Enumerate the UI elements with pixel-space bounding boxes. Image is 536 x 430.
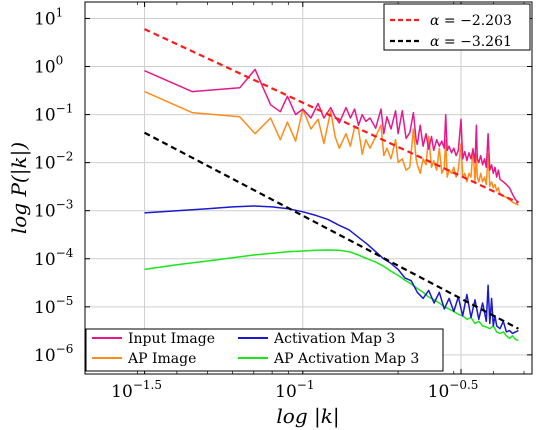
- series-line: [143, 131, 519, 330]
- y-tick-label: 10−5: [34, 294, 73, 318]
- legend-fit-lines: α = −2.203 α = −3.261: [383, 3, 531, 51]
- x-tick-label: 10−1: [275, 378, 314, 402]
- legend-label: Activation Map 3: [273, 331, 395, 347]
- y-tick-label: 10−2: [34, 150, 73, 174]
- legend-label: AP Image: [127, 351, 196, 367]
- x-tick-label: 10−0.5: [428, 378, 479, 402]
- series-line: [144, 205, 519, 335]
- x-axis-label: log |k|: [276, 404, 339, 429]
- series-line: [144, 249, 519, 342]
- legend-box: [383, 3, 531, 51]
- legend-label: α = −3.261: [430, 34, 512, 50]
- x-tick-label: 10−1.5: [111, 378, 162, 402]
- series-line: [144, 28, 519, 204]
- y-tick-label: 10−4: [34, 246, 74, 270]
- y-tick-label: 10−1: [34, 102, 73, 126]
- axis-ticks: 10−1.5 10−1 10−0.5 10−6 10−5 10−4 10−3 10−2 10−1…: [34, 2, 532, 402]
- legend-label: Input Image: [128, 331, 215, 347]
- series-line: [144, 68, 519, 203]
- y-tick-label: 100: [34, 54, 63, 78]
- series-lines: [143, 28, 519, 342]
- legend-label: AP Activation Map 3: [273, 351, 419, 367]
- y-tick-label: 10−6: [34, 342, 73, 366]
- series-line: [144, 90, 519, 206]
- y-axis-label: log P(|k|): [7, 142, 32, 234]
- y-tick-label: 10−3: [34, 198, 73, 222]
- legend-box: [85, 328, 444, 372]
- plot-frame: [84, 1, 533, 375]
- legend-label: α = −2.203: [430, 13, 512, 29]
- y-tick-label: 101: [34, 5, 63, 29]
- legend-series: Input Image Activation Map 3 AP Image AP Ac…: [85, 328, 444, 372]
